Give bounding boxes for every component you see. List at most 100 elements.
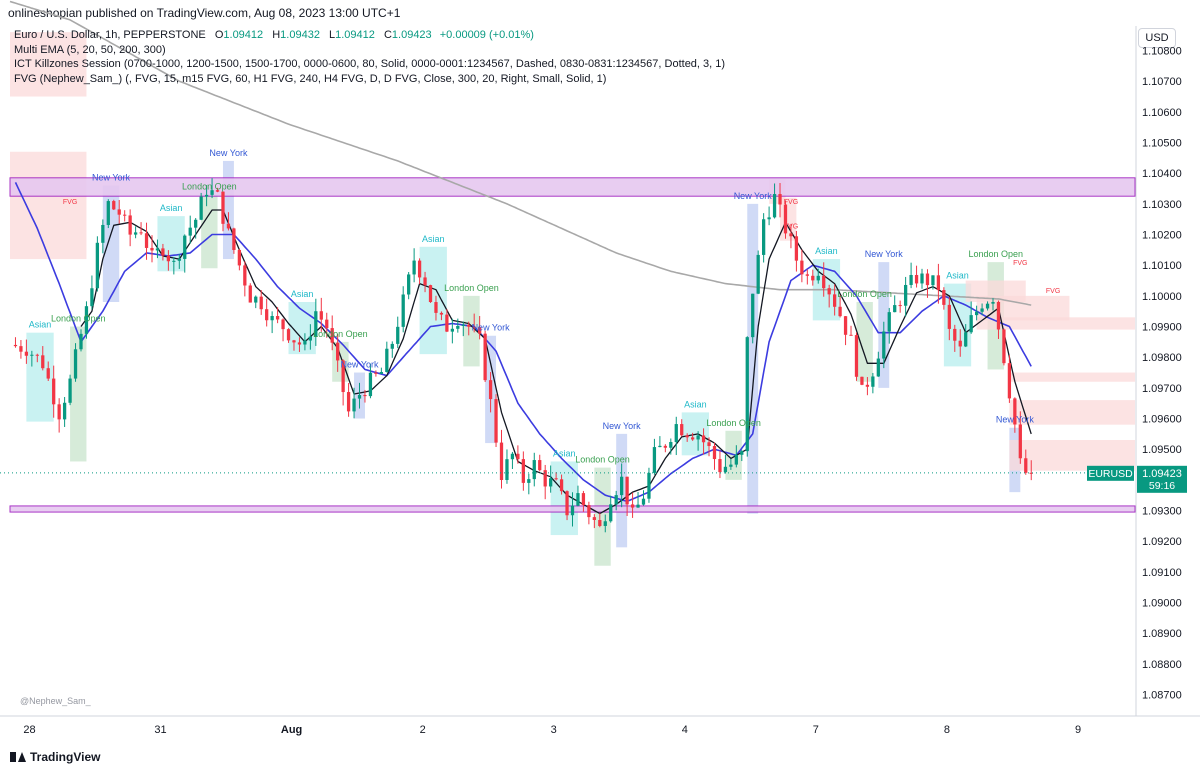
candle-up — [30, 354, 34, 356]
time-tick-label: 9 — [1075, 724, 1081, 736]
candle-up — [532, 460, 536, 480]
currency-button[interactable]: USD — [1138, 28, 1176, 48]
candle-down — [701, 435, 706, 443]
tradingview-brand: TradingView — [30, 750, 101, 764]
session-label-newyork: New York — [603, 421, 642, 431]
candle-up — [194, 219, 198, 228]
price-axis: 1.10800 1.10700 1.10600 1.10500 1.10400 1.103… — [1142, 46, 1182, 702]
session-label-asian: Asian — [684, 399, 707, 409]
legend-symbol[interactable]: Euro / U.S. Dollar, 1h, PEPPERSTONE — [14, 29, 206, 41]
candle-down — [297, 342, 302, 345]
candle-down — [467, 324, 471, 327]
candle-up — [177, 258, 181, 261]
candle-down — [936, 275, 941, 291]
session-label-london: London Open — [837, 289, 892, 299]
candle-up — [609, 504, 613, 522]
legend-indicator-fvg[interactable]: FVG (Nephew_Sam_) (, FVG, 15, m15 FVG, 6… — [14, 72, 607, 85]
candle-down — [150, 247, 154, 251]
candle-down — [538, 460, 542, 471]
session-label-newyork: New York — [472, 323, 511, 333]
candle-up — [73, 349, 78, 379]
candle-down — [128, 215, 132, 235]
fvg-label: FVG — [1046, 288, 1060, 295]
candle-down — [325, 319, 329, 329]
candle-down — [363, 395, 367, 397]
candle-down — [417, 260, 422, 278]
price-tick-label: 1.09800 — [1142, 352, 1182, 364]
candle-down — [117, 209, 121, 215]
candle-down — [1018, 424, 1022, 459]
candle-up — [893, 305, 897, 313]
candle-down — [423, 277, 427, 286]
price-tick-label: 1.08900 — [1142, 628, 1182, 640]
candle-up — [368, 372, 373, 397]
time-tick-label: 31 — [154, 724, 166, 736]
candle-up — [95, 242, 100, 289]
session-box-london — [594, 467, 611, 566]
legend-indicator-killzones[interactable]: ICT Killzones Session (0700-1000, 1200-1… — [14, 58, 726, 70]
candle-down — [112, 201, 116, 210]
price-tick-label: 1.09700 — [1142, 383, 1182, 395]
ohlc-close-value: 1.09423 — [391, 29, 432, 41]
candle-down — [237, 249, 242, 266]
price-label-value: 1.09423 — [1142, 468, 1182, 480]
candle-down — [1029, 472, 1033, 474]
candle-down — [123, 214, 127, 216]
ohlc-open-value: 1.09412 — [223, 29, 264, 41]
candle-down — [292, 340, 296, 343]
candle-up — [456, 326, 460, 329]
liquidity-zone — [9, 177, 1136, 197]
fvg-box — [1009, 400, 1135, 425]
candle-up — [549, 478, 553, 487]
candle-down — [275, 316, 280, 320]
price-tick-label: 1.09000 — [1142, 598, 1182, 610]
candle-up — [964, 332, 968, 347]
candle-down — [336, 342, 340, 361]
candle-up — [723, 466, 728, 473]
fvg-box — [976, 295, 1070, 321]
legend-indicator-ema[interactable]: Multi EMA (5, 20, 50, 200, 300) — [14, 43, 166, 56]
ohlc-low-label: L — [329, 29, 336, 41]
candle-down — [428, 285, 433, 303]
candle-up — [90, 288, 94, 307]
session-label-london: London Open — [182, 182, 237, 192]
session-box-london — [463, 295, 480, 367]
candle-up — [745, 337, 749, 452]
candle-up — [303, 340, 307, 345]
candle-down — [161, 248, 165, 256]
candle-down — [35, 354, 39, 356]
candle-up — [396, 326, 400, 344]
fvg-label: FVG — [63, 199, 77, 206]
candle-down — [898, 305, 902, 307]
candle-up — [84, 306, 89, 334]
fvg-box — [976, 317, 1135, 330]
candle-up — [985, 303, 990, 309]
candle-down — [805, 274, 809, 276]
candle-down — [439, 312, 444, 315]
candle-up — [133, 232, 138, 235]
session-label-newyork: New York — [734, 191, 773, 201]
candle-down — [625, 476, 629, 505]
session-label-london: London Open — [313, 329, 368, 339]
candle-down — [860, 376, 864, 385]
session-box-london — [856, 302, 873, 382]
candle-down — [685, 435, 689, 438]
candle-down — [166, 255, 171, 262]
candle-up — [357, 395, 362, 399]
candle-up — [101, 224, 105, 243]
candle-down — [1007, 363, 1012, 399]
candle-up — [882, 331, 886, 359]
candle-up — [576, 493, 580, 506]
candle-down — [587, 505, 591, 518]
tradingview-logo[interactable]: TradingView — [10, 750, 100, 764]
candle-up — [106, 201, 110, 225]
candle-down — [57, 404, 61, 420]
candle-down — [691, 437, 695, 440]
candle-up — [461, 324, 465, 327]
candle-down — [592, 517, 596, 520]
price-tick-label: 1.10300 — [1142, 199, 1182, 211]
candle-down — [139, 232, 143, 234]
price-label-symbol-bg — [1087, 465, 1134, 481]
candle-down — [221, 191, 225, 224]
